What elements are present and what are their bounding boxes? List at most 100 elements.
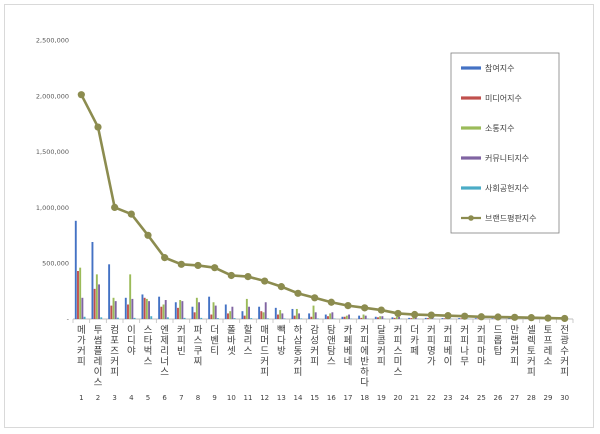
bar: [198, 302, 200, 319]
bar: [460, 318, 463, 319]
bar: [177, 307, 179, 319]
category-index: 18: [360, 394, 369, 402]
bar: [508, 318, 511, 319]
bar: [295, 308, 298, 319]
bar: [391, 317, 394, 319]
line-point: [144, 231, 152, 239]
bar: [174, 302, 177, 319]
bar: [160, 306, 163, 319]
bar: [133, 317, 136, 319]
legend-swatch: [461, 66, 481, 70]
bar: [145, 298, 148, 319]
bar: [316, 318, 319, 319]
line-point: [327, 298, 335, 306]
bar: [129, 274, 132, 319]
y-tick-label: 1,000,000: [36, 204, 69, 212]
bar: [260, 311, 263, 319]
line-point: [311, 294, 319, 302]
line-point: [227, 271, 235, 280]
line-point: [161, 254, 169, 262]
bar: [379, 316, 382, 319]
bar: [381, 316, 384, 319]
legend-label: 소통지수: [485, 124, 514, 133]
bar: [343, 316, 346, 319]
bar: [410, 318, 413, 319]
category-index: 5: [146, 394, 150, 402]
bar: [114, 301, 117, 319]
bar: [127, 304, 129, 319]
category-index: 26: [494, 394, 503, 402]
category-index: 23: [444, 394, 453, 402]
category-index: 3: [112, 394, 116, 402]
line-point: [461, 312, 469, 320]
line-point: [277, 283, 285, 291]
line-point: [444, 312, 452, 320]
category-index: 21: [410, 394, 419, 402]
category-index: 2: [96, 394, 100, 402]
legend-swatch: [461, 126, 481, 130]
line-point: [527, 314, 535, 322]
bar: [266, 318, 269, 319]
bar: [179, 300, 182, 319]
bar: [308, 313, 311, 319]
bar: [124, 297, 127, 319]
bar: [281, 313, 284, 319]
bar: [291, 308, 294, 319]
y-tick-label: 2,000,000: [36, 92, 69, 100]
bar: [181, 301, 184, 319]
bar: [210, 314, 213, 319]
bar: [298, 313, 300, 319]
y-tick-label: 1,500,000: [36, 148, 69, 156]
bar: [241, 311, 244, 319]
bar: [83, 316, 86, 319]
line-point: [177, 260, 185, 268]
bar: [345, 315, 348, 319]
bar: [408, 317, 411, 319]
legend-swatch: [461, 186, 481, 190]
bar: [143, 297, 146, 319]
bar: [95, 274, 98, 319]
bar: [224, 304, 227, 319]
bar: [214, 305, 217, 319]
bar: [443, 318, 446, 319]
category-index: 16: [327, 394, 336, 402]
line-point: [361, 304, 369, 312]
bar: [131, 298, 134, 319]
bar: [141, 294, 144, 319]
category-index: 8: [196, 394, 200, 402]
legend-label: 미디어지수: [485, 93, 522, 103]
bar: [110, 305, 113, 319]
bar: [377, 317, 379, 319]
category-index: 15: [310, 394, 319, 402]
bar: [348, 314, 350, 319]
bar: [158, 296, 161, 319]
bar: [208, 296, 211, 319]
bar: [191, 306, 194, 319]
y-tick-label: 2,500,000: [36, 37, 69, 45]
bar: [77, 271, 79, 319]
bar: [300, 318, 303, 319]
category-index: 29: [544, 394, 553, 402]
bar: [279, 310, 282, 319]
bar: [395, 316, 398, 319]
line-point: [194, 261, 202, 270]
bar: [81, 297, 84, 319]
y-tick-label: 500,000: [42, 260, 69, 268]
legend-swatch-marker: [468, 215, 474, 221]
bar: [227, 313, 229, 319]
bar: [250, 318, 253, 319]
legend-label: 커뮤니티지수: [485, 153, 529, 163]
category-index: 7: [179, 394, 183, 402]
